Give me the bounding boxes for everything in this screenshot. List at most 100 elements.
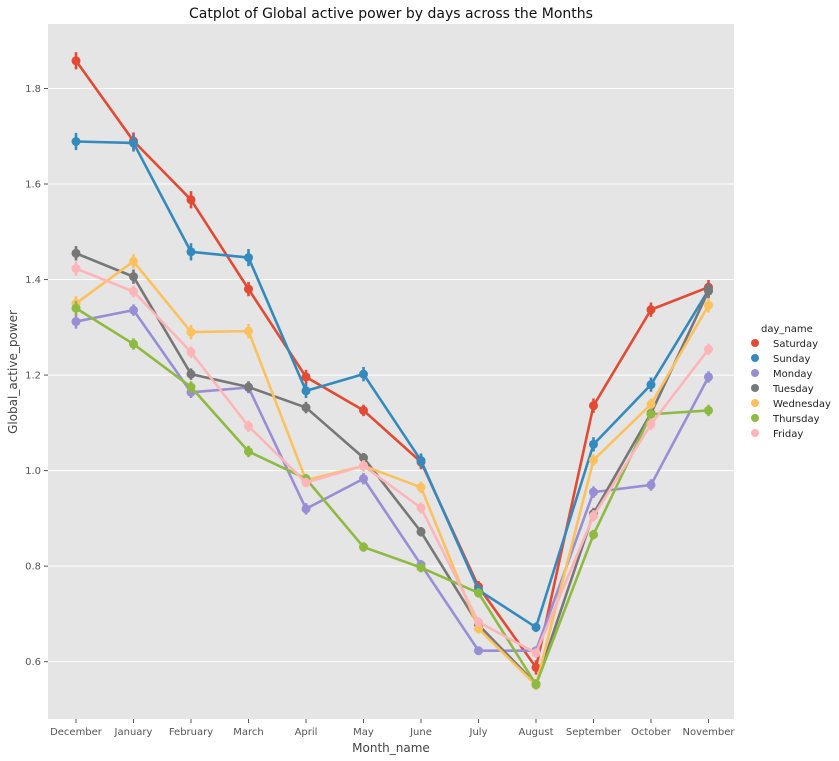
data-point [129,256,138,266]
series-line [75,252,710,686]
data-point [71,56,81,66]
data-point [474,588,483,598]
data-point [646,419,656,429]
data-point [531,662,541,672]
data-point [646,380,656,390]
data-point [359,369,368,379]
data-point [474,624,483,634]
data-point [474,646,483,656]
legend-marker [751,354,759,362]
data-point [474,617,483,627]
x-tick-label: September [566,727,622,738]
data-point [244,382,253,392]
x-axis-ticks: December January February March April May June… [50,719,735,738]
data-point [531,622,541,632]
legend-label: Sunday [773,354,810,365]
y-tick-label: 1.6 [25,180,41,191]
data-point [301,372,311,382]
legend-label: Saturday [773,339,818,350]
data-point [589,455,598,465]
data-point [129,138,138,148]
data-point [129,339,138,349]
data-point [416,563,426,573]
data-point [589,401,598,411]
y-tick-label: 0.6 [25,657,41,668]
legend-title: day_name [761,324,813,335]
data-point [186,369,196,379]
x-axis-label: Month_name [352,741,430,755]
data-point [646,480,656,490]
data-point [186,247,196,257]
x-tick-label: January [114,727,153,738]
data-point [416,482,426,492]
plot-background [48,24,734,719]
legend-marker [751,414,759,422]
legend-label: Thursday [772,414,820,425]
x-tick-label: December [50,727,103,738]
data-point [704,286,713,296]
data-point [71,137,81,147]
data-point [244,421,253,431]
legend: day_name Saturday Sunday Monday Tuesday Wedn… [751,324,831,440]
x-tick-label: February [169,727,213,738]
data-point [589,439,598,449]
legend-label: Monday [773,369,813,380]
data-point [71,317,81,327]
data-point [244,326,253,336]
grid-lines [48,87,734,663]
chart-title: Catplot of Global active power by days a… [189,6,593,22]
x-tick-label: July [469,727,488,738]
x-tick-label: November [682,727,735,738]
x-tick-label: August [519,727,554,738]
y-axis-ticks: 0.6 0.8 1.0 1.2 1.4 1.6 1.8 [25,84,48,668]
data-point [416,456,426,466]
legend-label: Wednesday [773,399,831,410]
series-group [71,52,713,690]
data-point [589,530,598,540]
data-point [186,195,196,205]
y-tick-label: 1.8 [25,84,41,95]
data-point [416,503,426,513]
data-point [244,284,253,294]
series-line [75,307,709,686]
legend-marker [751,399,759,407]
data-point [301,403,311,413]
x-tick-label: May [353,727,374,738]
series-friday [71,261,713,658]
y-tick-label: 0.8 [25,562,41,573]
data-point [704,300,713,310]
legend-marker [751,429,759,437]
data-point [186,382,196,392]
data-point [359,453,368,463]
x-tick-label: June [409,727,432,738]
data-point [359,405,368,415]
legend-label: Tuesday [772,384,814,395]
y-axis-label: Global_active_power [6,310,20,434]
data-point [301,478,311,488]
data-point [301,386,311,396]
legend-marker [751,369,759,377]
series-line [75,140,710,629]
series-line [74,60,709,669]
data-point [129,305,138,315]
series-line [75,260,710,687]
data-point [704,405,713,415]
legend-marker [751,339,759,347]
data-point [186,347,196,357]
data-point [129,272,138,282]
data-point [71,264,81,274]
y-tick-label: 1.0 [25,466,41,477]
data-point [244,447,253,457]
data-point [71,303,81,313]
data-point [301,504,311,514]
data-point [186,327,196,337]
data-point [244,253,253,263]
series-line [75,267,710,655]
data-point [646,409,656,419]
legend-marker [751,384,759,392]
y-tick-label: 1.2 [25,371,41,382]
series-sunday [71,132,713,633]
data-point [589,511,598,521]
data-point [71,248,81,258]
